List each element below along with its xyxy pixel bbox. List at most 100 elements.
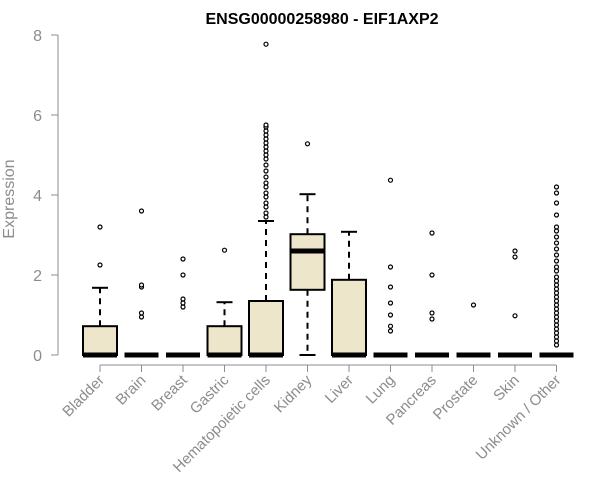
outlier-point bbox=[553, 314, 560, 320]
outlier-point bbox=[429, 272, 435, 278]
box-liver bbox=[331, 230, 367, 358]
outlier-point bbox=[553, 240, 560, 246]
outlier-point bbox=[553, 298, 560, 304]
outlier-point bbox=[138, 310, 145, 316]
outlier-point bbox=[263, 190, 269, 196]
outlier-point bbox=[512, 313, 518, 319]
outlier-point bbox=[470, 302, 477, 308]
outlier-point bbox=[553, 290, 560, 296]
box-body bbox=[331, 278, 367, 356]
outlier-point bbox=[512, 248, 518, 254]
outlier-point bbox=[553, 212, 560, 218]
outlier-point bbox=[180, 296, 186, 302]
outlier-point bbox=[553, 274, 560, 280]
x-tick-label: Skin bbox=[490, 372, 523, 405]
outlier-point bbox=[553, 282, 560, 288]
outlier-point bbox=[553, 330, 560, 336]
outlier-point bbox=[263, 41, 269, 47]
box-prostate bbox=[456, 302, 491, 358]
x-tick-label: Lung bbox=[363, 372, 399, 408]
box-brain bbox=[124, 208, 159, 358]
outlier-point bbox=[263, 180, 269, 186]
outlier-point bbox=[387, 312, 394, 318]
y-tick-label: 8 bbox=[33, 28, 42, 45]
outlier-point bbox=[263, 128, 269, 134]
y-tick-label: 4 bbox=[33, 188, 42, 205]
outlier-point bbox=[553, 228, 560, 234]
x-tick-label: Prostate bbox=[430, 372, 482, 424]
outlier-point bbox=[387, 323, 394, 329]
outlier-point bbox=[429, 316, 435, 322]
outlier-point bbox=[138, 208, 145, 214]
outlier-point bbox=[263, 152, 269, 158]
outlier-point bbox=[429, 310, 435, 316]
x-tick-label: Liver bbox=[322, 372, 357, 407]
y-axis-label: Expression bbox=[1, 159, 18, 238]
box-kidney bbox=[289, 141, 326, 356]
outlier-point bbox=[553, 246, 560, 252]
outlier-point bbox=[553, 310, 560, 316]
outlier-point bbox=[553, 278, 560, 284]
outlier-point bbox=[553, 326, 560, 332]
box-lung bbox=[373, 177, 408, 358]
axes: 0 2 4 6 8 bbox=[33, 28, 557, 372]
box-unknown-other bbox=[539, 184, 574, 358]
outlier-point bbox=[97, 262, 103, 268]
outlier-point bbox=[553, 342, 560, 348]
outlier-point bbox=[553, 200, 560, 206]
outlier-point bbox=[263, 156, 269, 162]
outlier-point bbox=[263, 210, 269, 216]
outlier-point bbox=[263, 174, 269, 180]
outlier-point bbox=[263, 148, 269, 154]
outlier-point bbox=[553, 322, 560, 328]
outlier-point bbox=[387, 177, 394, 183]
box-body bbox=[289, 233, 326, 291]
box-skin bbox=[498, 248, 532, 358]
box-bladder bbox=[82, 224, 118, 358]
outlier-point bbox=[263, 168, 269, 174]
outlier-point bbox=[263, 204, 269, 210]
outlier-point bbox=[553, 286, 560, 292]
outlier-point bbox=[553, 264, 560, 270]
outlier-point bbox=[180, 300, 186, 306]
outlier-point bbox=[553, 318, 560, 324]
outlier-point bbox=[553, 268, 560, 274]
outlier-point bbox=[553, 252, 560, 258]
outlier-point bbox=[387, 264, 394, 270]
outlier-point bbox=[263, 144, 269, 150]
outlier-point bbox=[429, 230, 435, 236]
outlier-point bbox=[138, 314, 145, 320]
outlier-point bbox=[553, 234, 560, 240]
outlier-point bbox=[304, 141, 311, 147]
y-tick-label: 6 bbox=[33, 108, 42, 125]
outlier-point bbox=[263, 184, 269, 190]
outlier-point bbox=[387, 328, 394, 334]
box-breast bbox=[166, 256, 200, 358]
box-body bbox=[206, 325, 243, 357]
outlier-point bbox=[263, 200, 269, 206]
x-tick-label: Kidney bbox=[271, 371, 316, 416]
box-pancreas bbox=[415, 230, 449, 358]
outlier-point bbox=[553, 306, 560, 312]
outlier-point bbox=[97, 224, 103, 230]
outlier-point bbox=[263, 214, 269, 220]
outlier-point bbox=[553, 258, 560, 264]
outlier-point bbox=[553, 224, 560, 230]
box-body bbox=[248, 300, 284, 356]
outlier-point bbox=[263, 140, 269, 146]
outlier-point bbox=[553, 338, 560, 344]
outlier-point bbox=[263, 132, 269, 138]
outlier-point bbox=[553, 184, 560, 190]
outlier-point bbox=[263, 136, 269, 142]
outlier-point bbox=[553, 294, 560, 300]
outlier-point bbox=[263, 162, 269, 168]
outlier-point bbox=[553, 190, 560, 196]
outlier-point bbox=[512, 254, 518, 260]
outlier-point bbox=[263, 122, 269, 128]
outlier-point bbox=[553, 302, 560, 308]
box-body bbox=[82, 325, 118, 357]
box-gastric bbox=[206, 247, 243, 358]
box-hematopoietic-cells bbox=[248, 41, 284, 358]
